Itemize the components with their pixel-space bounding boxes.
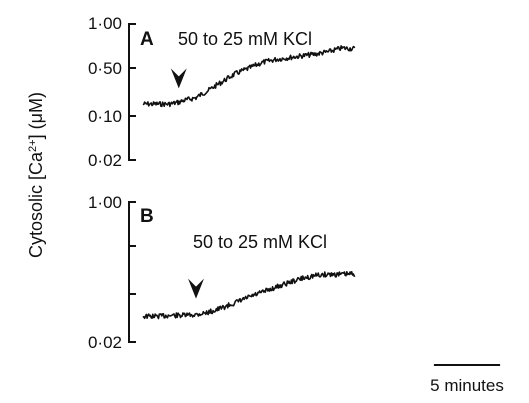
time-scale-label: 5 minutes	[430, 376, 504, 395]
panel-a: 1·00 0·50 0·10 0·02 A 50 to 25 mM KCl	[88, 14, 356, 170]
y-axis-title: Cytosolic [Ca2+] (μM)	[26, 92, 46, 258]
panel-b-tick-label-1: 1·00	[88, 193, 122, 212]
panel-b-condition-label: 50 to 25 mM KCl	[193, 232, 327, 252]
panel-b-y-axis	[128, 201, 136, 343]
panel-a-letter: A	[140, 29, 154, 50]
panel-a-stimulus-arrowhead	[170, 68, 187, 89]
panel-a-y-axis	[128, 23, 136, 161]
panel-b-letter: B	[140, 206, 154, 227]
panel-b-calcium-trace	[142, 271, 356, 320]
panel-a-tick-label-1: 1·00	[88, 14, 122, 33]
panel-a-tick-label-3: 0·10	[88, 107, 122, 126]
panel-a-tick-label-4: 0·02	[88, 151, 122, 170]
panel-a-calcium-trace	[142, 45, 356, 108]
panel-b: 1·00 0·02 B 50 to 25 mM KCl	[88, 193, 356, 352]
panel-a-tick-label-2: 0·50	[88, 59, 122, 78]
panel-a-condition-label: 50 to 25 mM KCl	[178, 29, 312, 49]
panel-b-tick-label-2: 0·02	[88, 333, 122, 352]
panel-b-stimulus-arrowhead	[188, 278, 204, 299]
